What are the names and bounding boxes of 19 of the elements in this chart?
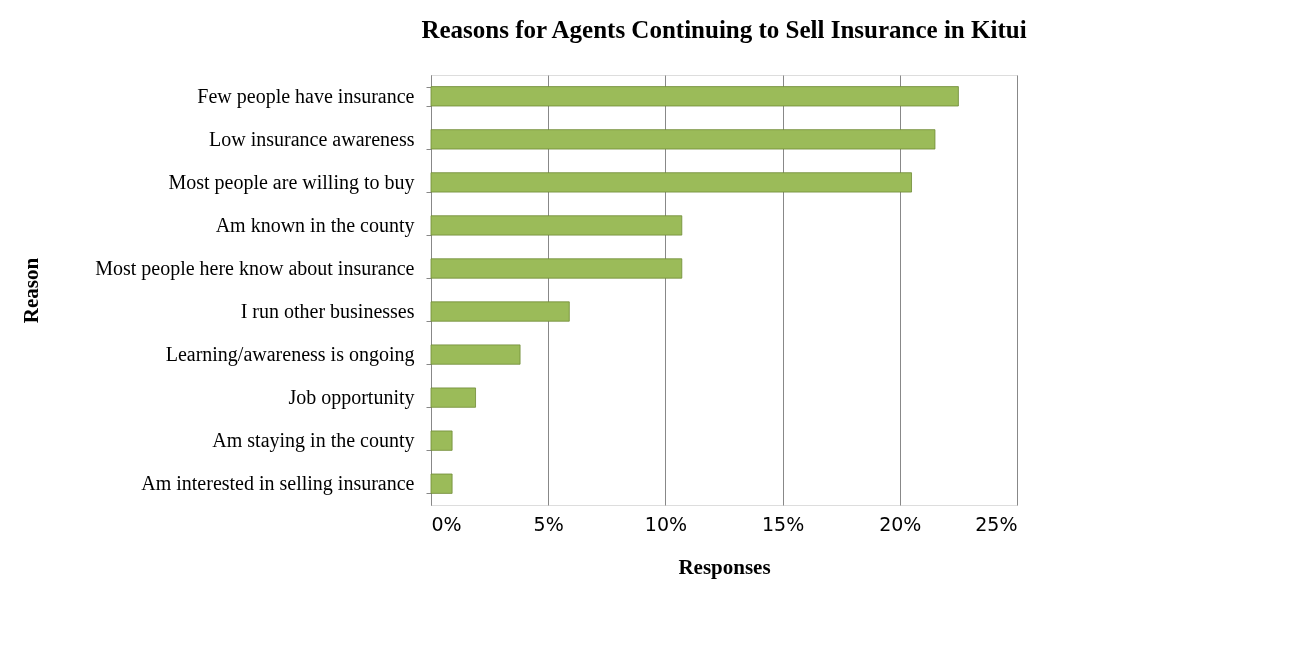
chart-title: Reasons for Agents Continuing to Sell Insurance in Kitui [421, 16, 1027, 43]
x-axis-title: Responses [678, 554, 771, 579]
x-tick-label: 25% [975, 512, 1018, 535]
y-axis-title: Reason [18, 257, 43, 324]
y-tick-label: Learning/awareness is ongoing [165, 343, 415, 367]
y-tick-label: Most people are willing to buy [168, 170, 415, 194]
y-tick-label: Am staying in the county [212, 429, 415, 453]
y-tick-label: Job opportunity [288, 386, 415, 410]
y-tick-label: I run other businesses [240, 300, 415, 323]
y-tick-label: Few people have insurance [197, 84, 415, 108]
y-tick-label: Am known in the county [215, 213, 415, 237]
x-tick-label: 10% [644, 512, 688, 535]
x-tick-label: 15% [761, 512, 805, 535]
x-tick-label: 5% [533, 512, 564, 535]
x-tick-label: 0% [431, 512, 462, 535]
y-tick-label: Am interested in selling insurance [141, 472, 415, 496]
y-tick-label: Low insurance awareness [209, 127, 415, 150]
x-tick-label: 20% [879, 512, 922, 535]
y-tick-label: Most people here know about insurance [95, 256, 415, 280]
